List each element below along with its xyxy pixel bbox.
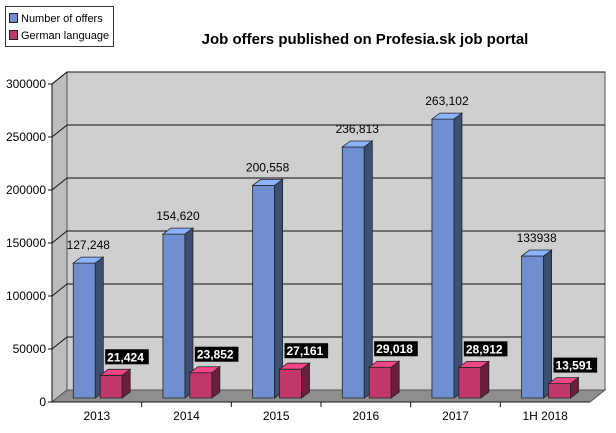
y-tick-label-0: 0 [39,395,46,409]
chart-title: Job offers published on Profesia.sk job … [201,31,529,48]
data-label-german-language-2014: 23,852 [197,348,234,362]
bar-number-of-offers-2014 [161,227,195,399]
chart-legend: Number of offers German language [5,6,114,47]
gridline-4 [51,177,605,191]
bar-german-language-1h-2018 [547,376,580,399]
y-tick-label-4: 200000 [6,183,46,197]
bar-number-of-offers-2015 [251,178,284,399]
data-label-number-of-offers-2017: 263,102 [425,94,469,108]
data-label-bg-german-language-2014 [194,346,239,362]
bar-german-language-2016 [367,360,401,399]
legend-swatch-german-language [9,30,18,41]
y-tick-label-2: 100000 [6,289,46,303]
gridline-6 [51,71,605,85]
gridline-5 [51,124,605,138]
y-tick-label-3: 150000 [6,236,46,250]
bar-number-of-offers-2016 [341,140,374,399]
gridline-1 [51,336,605,350]
y-tick-label-5: 250000 [6,130,46,144]
data-label-german-language-1h-2018: 13,591 [556,359,593,373]
bar-number-of-offers-2017 [430,112,464,399]
legend-swatch-number-of-offers [9,13,18,24]
data-label-number-of-offers-2013: 127,248 [67,238,111,252]
legend-label-german-language: German language [21,30,110,42]
gridline-2 [51,283,605,297]
data-label-number-of-offers-2015: 200,558 [246,160,290,174]
y-tick-label-6: 300000 [6,77,46,91]
x-tick-label-2016: 2016 [352,409,379,423]
x-tick-label-2017: 2017 [442,409,469,423]
data-label-number-of-offers-1h-2018: 133938 [517,231,557,245]
x-tick-label-1h-2018: 1H 2018 [522,409,568,423]
data-label-german-language-2015: 27,161 [287,344,324,358]
gridline-3 [51,230,605,244]
data-label-german-language-2016: 29,018 [376,342,413,356]
data-label-german-language-2013: 21,424 [107,350,144,364]
data-label-bg-german-language-1h-2018 [553,357,598,373]
bar-number-of-offers-1h-2018 [520,249,553,399]
data-label-number-of-offers-2016: 236,813 [336,122,380,136]
bar-german-language-2013 [98,368,132,399]
bar-number-of-offers-2013 [72,256,105,399]
x-tick-label-2013: 2013 [83,409,110,423]
legend-label-number-of-offers: Number of offers [21,13,103,25]
data-label-bg-german-language-2016 [374,341,418,357]
y-tick-label-1: 50000 [13,342,47,356]
data-label-german-language-2017: 28,912 [466,342,503,356]
data-label-bg-german-language-2013 [105,349,149,365]
legend-item-number-of-offers: Number of offers [9,12,103,26]
x-tick-label-2014: 2014 [173,409,200,423]
bar-german-language-2017 [457,360,491,399]
legend-item-german-language: German language [9,29,109,43]
data-label-bg-german-language-2015 [284,343,329,359]
data-label-number-of-offers-2014: 154,620 [156,209,200,223]
bar-german-language-2014 [188,365,222,399]
x-tick-label-2015: 2015 [263,409,290,423]
bar-german-language-2015 [278,362,311,399]
data-label-bg-german-language-2017 [463,341,508,357]
